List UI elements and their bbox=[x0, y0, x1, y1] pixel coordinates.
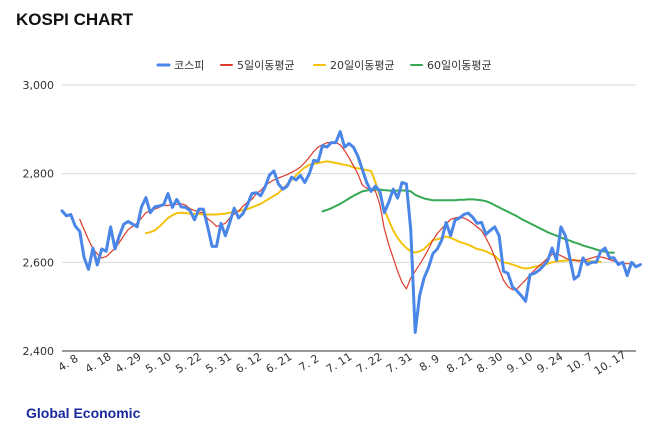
x-tick-label: 5. 22 bbox=[173, 350, 204, 376]
x-tick-label: 10. 7 bbox=[565, 350, 596, 376]
x-tick-label: 4. 29 bbox=[113, 350, 144, 376]
x-tick-label: 8. 9 bbox=[417, 352, 442, 374]
y-tick-label: 2,400 bbox=[23, 345, 55, 358]
x-tick-label: 9. 10 bbox=[504, 350, 535, 376]
x-tick-label: 9. 24 bbox=[535, 350, 566, 376]
x-tick-label: 6. 21 bbox=[264, 350, 295, 376]
series-line-3 bbox=[321, 188, 615, 254]
x-tick-label: 4. 18 bbox=[83, 350, 114, 376]
series-line-1 bbox=[79, 142, 633, 291]
legend-label: 20일이동평균 bbox=[330, 58, 395, 72]
x-tick-label: 7. 22 bbox=[354, 350, 385, 376]
x-tick-label: 7. 11 bbox=[324, 350, 355, 376]
y-tick-label: 2,600 bbox=[23, 256, 55, 269]
legend-label: 5일이동평균 bbox=[237, 58, 295, 72]
gridlines bbox=[62, 84, 636, 352]
x-tick-label: 10. 17 bbox=[592, 348, 629, 378]
legend-label: 60일이동평균 bbox=[427, 58, 492, 72]
series-line-0 bbox=[60, 130, 642, 334]
x-tick-label: 5. 10 bbox=[143, 350, 174, 376]
chart-title: KOSPI CHART bbox=[16, 10, 134, 29]
x-tick-label: 6. 12 bbox=[233, 350, 264, 376]
x-axis: 4. 8 4. 18 4. 29 5. 10 5. 22 5. 31 6. 12 6. 21 7… bbox=[56, 348, 629, 378]
footer-credit: Global Economic bbox=[26, 405, 141, 421]
y-tick-label: 3,000 bbox=[23, 79, 55, 92]
y-tick-label: 2,800 bbox=[23, 168, 55, 181]
x-tick-label: 7. 2 bbox=[297, 352, 322, 374]
x-tick-label: 7. 31 bbox=[384, 350, 415, 376]
series-lines bbox=[60, 130, 642, 334]
y-axis: 2,400 2,600 2,800 3,000 bbox=[23, 79, 55, 358]
legend: 코스피 5일이동평균 20일이동평균 60일이동평균 bbox=[156, 58, 492, 72]
legend-label: 코스피 bbox=[174, 59, 204, 72]
x-tick-label: 4. 8 bbox=[56, 352, 81, 374]
series-line-2 bbox=[144, 160, 602, 270]
x-tick-label: 8. 21 bbox=[444, 350, 475, 376]
x-tick-label: 8. 30 bbox=[474, 350, 505, 376]
x-tick-label: 5. 31 bbox=[203, 350, 234, 376]
